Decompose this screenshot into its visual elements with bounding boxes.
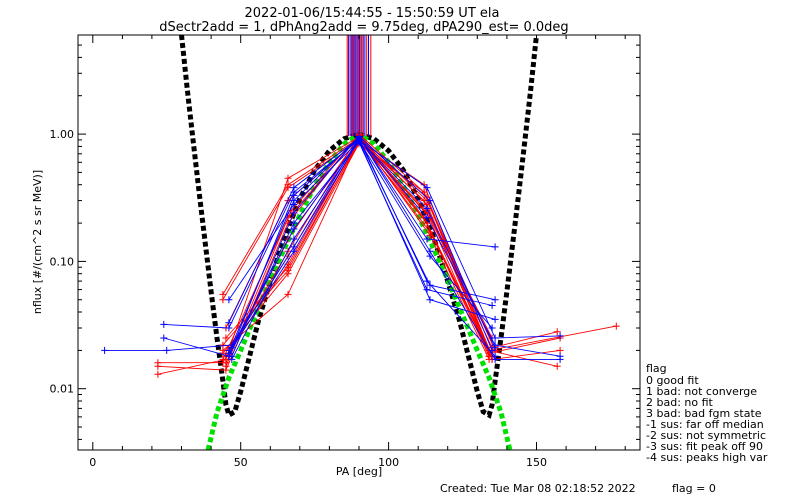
data-point-marker xyxy=(290,209,298,217)
red-series-line xyxy=(222,135,493,360)
data-point-marker xyxy=(420,188,428,196)
data-point-marker xyxy=(420,197,428,205)
data-point-marker xyxy=(163,346,171,354)
data-point-marker xyxy=(290,247,298,255)
data-point-marker xyxy=(420,181,428,189)
x-axis-label: PA [deg] xyxy=(336,465,382,478)
flag-legend-entry: 0 good fit xyxy=(646,374,699,387)
data-point-marker xyxy=(556,352,564,360)
data-point-marker xyxy=(284,184,292,192)
blue-series-line xyxy=(228,141,493,357)
data-point-marker xyxy=(225,319,233,327)
data-point-marker xyxy=(290,184,298,192)
data-point-marker xyxy=(426,197,434,205)
data-point-marker xyxy=(423,214,431,222)
y-tick-label: 0.01 xyxy=(50,383,75,396)
flag-legend-title: flag xyxy=(646,362,667,375)
flag-legend-entry: -3 sus: fit peak off 90 xyxy=(646,440,763,453)
y-tick-label: 1.00 xyxy=(50,128,75,141)
data-point-marker xyxy=(426,296,434,304)
data-point-marker xyxy=(612,322,620,330)
data-point-marker xyxy=(219,355,227,363)
data-point-marker xyxy=(423,184,431,192)
y-tick-label: 0.10 xyxy=(50,255,75,268)
x-tick-label: 100 xyxy=(378,456,399,469)
chart-title-line2: dSectr2add = 1, dPhAng2add = 9.75deg, dP… xyxy=(159,20,568,35)
blue-series-line xyxy=(231,135,493,357)
data-point-marker xyxy=(290,225,298,233)
flag-legend-entry: 2 bad: no fit xyxy=(646,396,714,409)
flag-legend: flag 0 good fit 1 bad: not converge 2 ba… xyxy=(646,362,768,464)
data-point-marker xyxy=(491,315,499,323)
blue-series-line xyxy=(163,138,561,357)
data-point-marker xyxy=(222,362,230,370)
data-point-marker xyxy=(160,320,168,328)
data-point-marker xyxy=(488,302,496,309)
data-point-marker xyxy=(556,332,564,340)
x-tick-label: 50 xyxy=(234,456,248,469)
flag-legend-entry: -2 sus: not symmetric xyxy=(646,429,766,442)
flag-legend-entry: 1 bad: not converge xyxy=(646,385,757,398)
data-point-marker xyxy=(228,344,236,352)
data-point-marker xyxy=(225,349,233,357)
flag-legend-entry: -1 sus: far off median xyxy=(646,418,764,431)
black-model-curve xyxy=(179,34,539,419)
flag-value: flag = 0 xyxy=(672,482,716,495)
red-series-line xyxy=(225,139,493,357)
data-point-marker xyxy=(225,296,233,304)
data-point-marker xyxy=(485,352,493,360)
x-tick-label: 150 xyxy=(526,456,547,469)
chart-title-line1: 2022-01-06/15:44:55 - 15:50:59 UT ela xyxy=(245,6,500,21)
data-point-marker xyxy=(488,324,496,332)
peak-tick-marks xyxy=(346,35,372,137)
data-point-marker xyxy=(553,362,561,370)
data-point-marker xyxy=(219,296,227,304)
created-timestamp: Created: Tue Mar 08 02:18:52 2022 xyxy=(440,482,636,495)
data-point-marker xyxy=(426,252,434,260)
data-point-marker xyxy=(491,243,499,251)
axes: 0 50 100 150 0.01 0.10 1.00 xyxy=(50,34,640,469)
data-point-marker xyxy=(284,290,292,298)
flag-legend-entry: 3 bad: bad fgm state xyxy=(646,407,762,420)
data-point-marker xyxy=(491,296,499,304)
blue-series-line xyxy=(104,136,561,360)
red-series-line xyxy=(222,137,558,349)
data-point-marker xyxy=(154,370,162,378)
blue-series-line xyxy=(228,138,496,354)
flag-legend-entry: -4 sus: peaks high var xyxy=(646,451,768,464)
blue-series-line xyxy=(163,139,561,339)
data-point-marker xyxy=(284,270,292,278)
data-point-marker xyxy=(423,205,431,213)
data-point-marker xyxy=(553,328,561,336)
data-point-marker xyxy=(284,174,292,182)
blue-series-line xyxy=(228,137,496,357)
data-point-marker xyxy=(491,334,499,342)
data-point-marker xyxy=(488,346,496,354)
red-series-line xyxy=(222,139,558,367)
data-point-marker xyxy=(423,235,431,243)
plot-frame xyxy=(77,34,641,451)
data-point-marker xyxy=(222,334,230,342)
y-axis-label: nflux [#/(cm^2 s sr MeV)] xyxy=(31,170,44,314)
data-point-marker xyxy=(355,132,363,140)
data-point-marker xyxy=(219,349,227,357)
data-point-marker xyxy=(154,359,162,367)
blue-series-line xyxy=(231,138,496,360)
data-point-marker xyxy=(228,352,236,360)
data-point-marker xyxy=(426,281,434,289)
x-tick-label: 0 xyxy=(89,456,96,469)
data-point-marker xyxy=(160,334,168,342)
data-point-marker xyxy=(290,235,298,243)
data-point-marker xyxy=(491,352,499,360)
data-point-marker xyxy=(101,346,109,354)
data-point-marker xyxy=(290,201,298,208)
data-point-marker xyxy=(423,286,431,294)
data-series xyxy=(101,130,620,378)
model-curves xyxy=(179,34,539,451)
